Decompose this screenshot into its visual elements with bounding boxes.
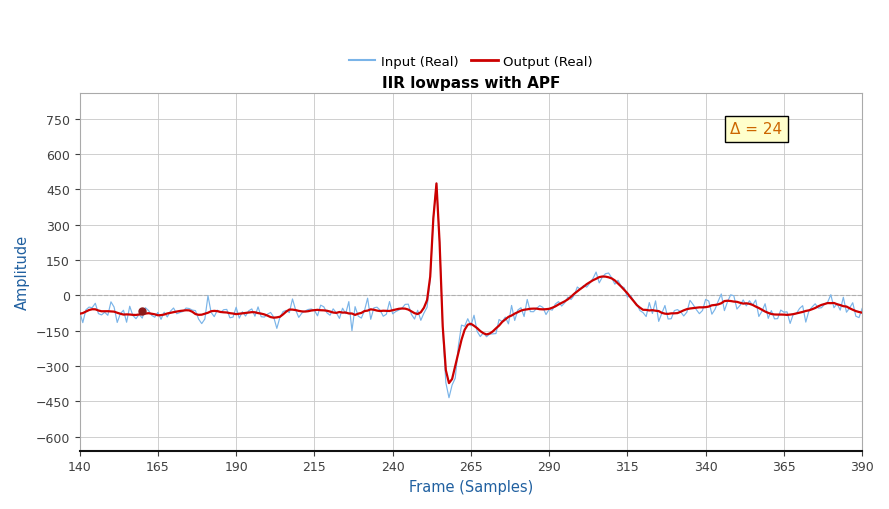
Output (Real) [553, 302, 564, 308]
Output (Real) [610, 278, 621, 284]
Input (Real) [669, 308, 680, 314]
Input (Real) [75, 309, 85, 315]
Input (Real) [544, 307, 555, 313]
Output (Real) [434, 240, 444, 246]
Output (Real) [669, 310, 680, 317]
Output (Real) [444, 380, 454, 386]
Input (Real) [434, 238, 444, 244]
Title: IIR lowpass with APF: IIR lowpass with APF [381, 76, 560, 91]
Output (Real) [431, 181, 442, 187]
Input (Real) [553, 299, 564, 305]
Line: Input (Real): Input (Real) [80, 184, 862, 398]
Output (Real) [544, 306, 555, 312]
Input (Real) [381, 312, 392, 318]
Output (Real) [381, 308, 392, 314]
Text: Δ = 24: Δ = 24 [731, 122, 782, 137]
Output (Real) [857, 310, 868, 316]
Output (Real) [75, 311, 85, 317]
Input (Real) [444, 395, 454, 401]
Line: Output (Real): Output (Real) [80, 184, 862, 383]
Y-axis label: Amplitude: Amplitude [15, 235, 30, 310]
Legend: Input (Real), Output (Real): Input (Real), Output (Real) [344, 50, 598, 74]
Input (Real) [431, 181, 442, 187]
X-axis label: Frame (Samples): Frame (Samples) [409, 479, 533, 494]
Input (Real) [610, 281, 621, 288]
Input (Real) [857, 306, 868, 312]
